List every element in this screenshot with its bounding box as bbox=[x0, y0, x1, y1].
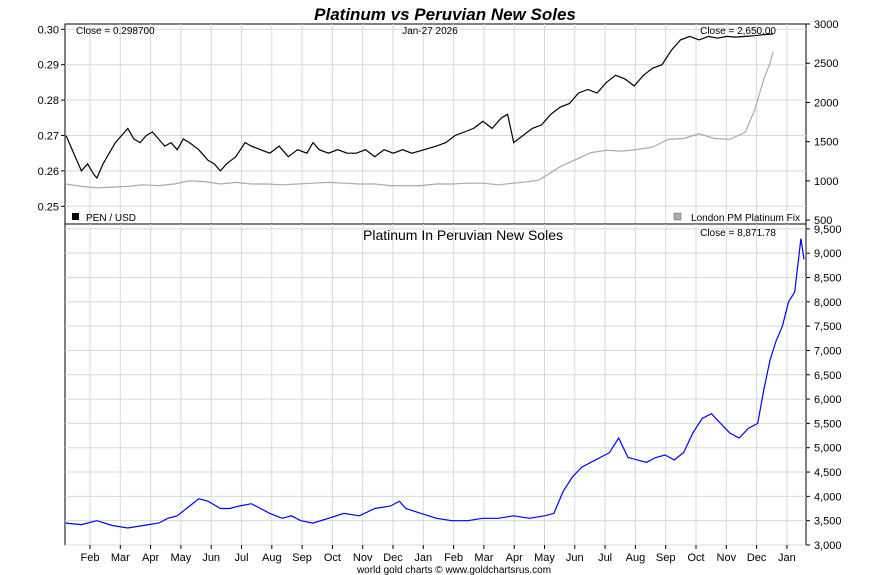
x-tick-label: Sep bbox=[292, 552, 312, 564]
x-tick-label: Aug bbox=[262, 552, 282, 564]
y-left-tick-label: 0.25 bbox=[38, 201, 59, 213]
x-tick-label: Apr bbox=[142, 552, 159, 564]
y-right-tick-label: 5,000 bbox=[814, 443, 842, 455]
legend-pen-label: PEN / USD bbox=[86, 213, 136, 224]
y-right-tick-label: 500 bbox=[814, 215, 832, 227]
y-right-tick-label: 3,000 bbox=[814, 540, 842, 552]
x-tick-label: Jun bbox=[202, 552, 220, 564]
y-right-tick-label: 8,000 bbox=[814, 297, 842, 309]
x-tick-label: Feb bbox=[444, 552, 463, 564]
close-pen-in-platinum-label: Close = 8,871.78 bbox=[700, 228, 776, 239]
x-tick-label: Sep bbox=[656, 552, 676, 564]
x-tick-label: Mar bbox=[474, 552, 493, 564]
x-tick-label: Oct bbox=[324, 552, 341, 564]
legend-pen-swatch bbox=[72, 213, 79, 220]
x-tick-label: Jun bbox=[566, 552, 584, 564]
y-right-tick-label: 7,000 bbox=[814, 345, 842, 357]
x-tick-label: Oct bbox=[687, 552, 704, 564]
x-axis: Feb Mar Apr May Jun Jul Aug Sep Oct Nov Dec Jan Feb M… bbox=[81, 545, 796, 564]
x-tick-label: Jul bbox=[598, 552, 612, 564]
x-tick-label: Nov bbox=[353, 552, 373, 564]
bottom-right-axis: 3,000 3,500 4,000 4,500 5,000 5,500 6,000 6,500… bbox=[806, 224, 842, 552]
x-tick-label: Feb bbox=[81, 552, 100, 564]
y-right-tick-label: 5,500 bbox=[814, 418, 842, 430]
series-line-platinum bbox=[65, 51, 774, 189]
y-right-tick-label: 3,500 bbox=[814, 516, 842, 528]
legend-platinum-label: London PM Platinum Fix bbox=[691, 213, 800, 224]
x-tick-label: May bbox=[171, 552, 192, 564]
footer-credit: world gold charts © www.goldchartsrus.co… bbox=[356, 565, 551, 575]
close-pen-label: Close = 0.298700 bbox=[76, 26, 155, 37]
y-left-tick-label: 0.29 bbox=[38, 60, 59, 72]
x-tick-label: Jan bbox=[414, 552, 432, 564]
series-line-pen-usd bbox=[65, 33, 774, 180]
y-right-tick-label: 4,000 bbox=[814, 491, 842, 503]
series-line-platinum-in-pen bbox=[65, 238, 805, 529]
bottom-panel-series bbox=[65, 238, 805, 529]
x-tick-label: Dec bbox=[747, 552, 767, 564]
y-right-tick-label: 7,500 bbox=[814, 321, 842, 333]
top-right-axis: 500 1000 1500 2000 2500 3000 bbox=[806, 19, 838, 227]
top-panel-grid bbox=[65, 24, 806, 224]
y-right-tick-label: 8,500 bbox=[814, 273, 842, 285]
x-tick-label: May bbox=[534, 552, 555, 564]
y-right-tick-label: 9,000 bbox=[814, 248, 842, 260]
y-left-tick-label: 0.30 bbox=[38, 24, 59, 36]
y-right-tick-label: 2000 bbox=[814, 97, 838, 109]
x-tick-label: Dec bbox=[383, 552, 403, 564]
y-right-tick-label: 9,500 bbox=[814, 224, 842, 236]
y-left-tick-label: 0.28 bbox=[38, 95, 59, 107]
close-platinum-label: Close = 2,650.00 bbox=[700, 26, 776, 37]
y-right-tick-label: 6,500 bbox=[814, 370, 842, 382]
x-tick-label: Jul bbox=[234, 552, 248, 564]
y-right-tick-label: 2500 bbox=[814, 58, 838, 70]
y-right-tick-label: 1500 bbox=[814, 137, 838, 149]
y-left-tick-label: 0.27 bbox=[38, 131, 59, 143]
top-panel-series bbox=[65, 33, 774, 189]
x-tick-label: Mar bbox=[111, 552, 130, 564]
x-tick-label: Aug bbox=[626, 552, 646, 564]
y-right-tick-label: 4,500 bbox=[814, 467, 842, 479]
date-label: Jan-27 2026 bbox=[402, 26, 458, 37]
top-left-axis: 0.25 0.26 0.27 0.28 0.29 0.30 bbox=[38, 24, 65, 213]
chart-title: Platinum vs Peruvian New Soles bbox=[314, 5, 576, 24]
bottom-panel-grid bbox=[65, 224, 806, 546]
bottom-panel-title: Platinum In Peruvian New Soles bbox=[363, 227, 563, 243]
x-tick-label: Nov bbox=[717, 552, 737, 564]
x-tick-label: Jan bbox=[778, 552, 796, 564]
top-panel-frame bbox=[64, 23, 807, 225]
y-right-tick-label: 3000 bbox=[814, 19, 838, 31]
legend-platinum-swatch bbox=[673, 212, 682, 221]
y-right-tick-label: 6,000 bbox=[814, 394, 842, 406]
y-right-tick-label: 1000 bbox=[814, 176, 838, 188]
y-left-tick-label: 0.26 bbox=[38, 166, 59, 178]
x-tick-label: Apr bbox=[506, 552, 523, 564]
